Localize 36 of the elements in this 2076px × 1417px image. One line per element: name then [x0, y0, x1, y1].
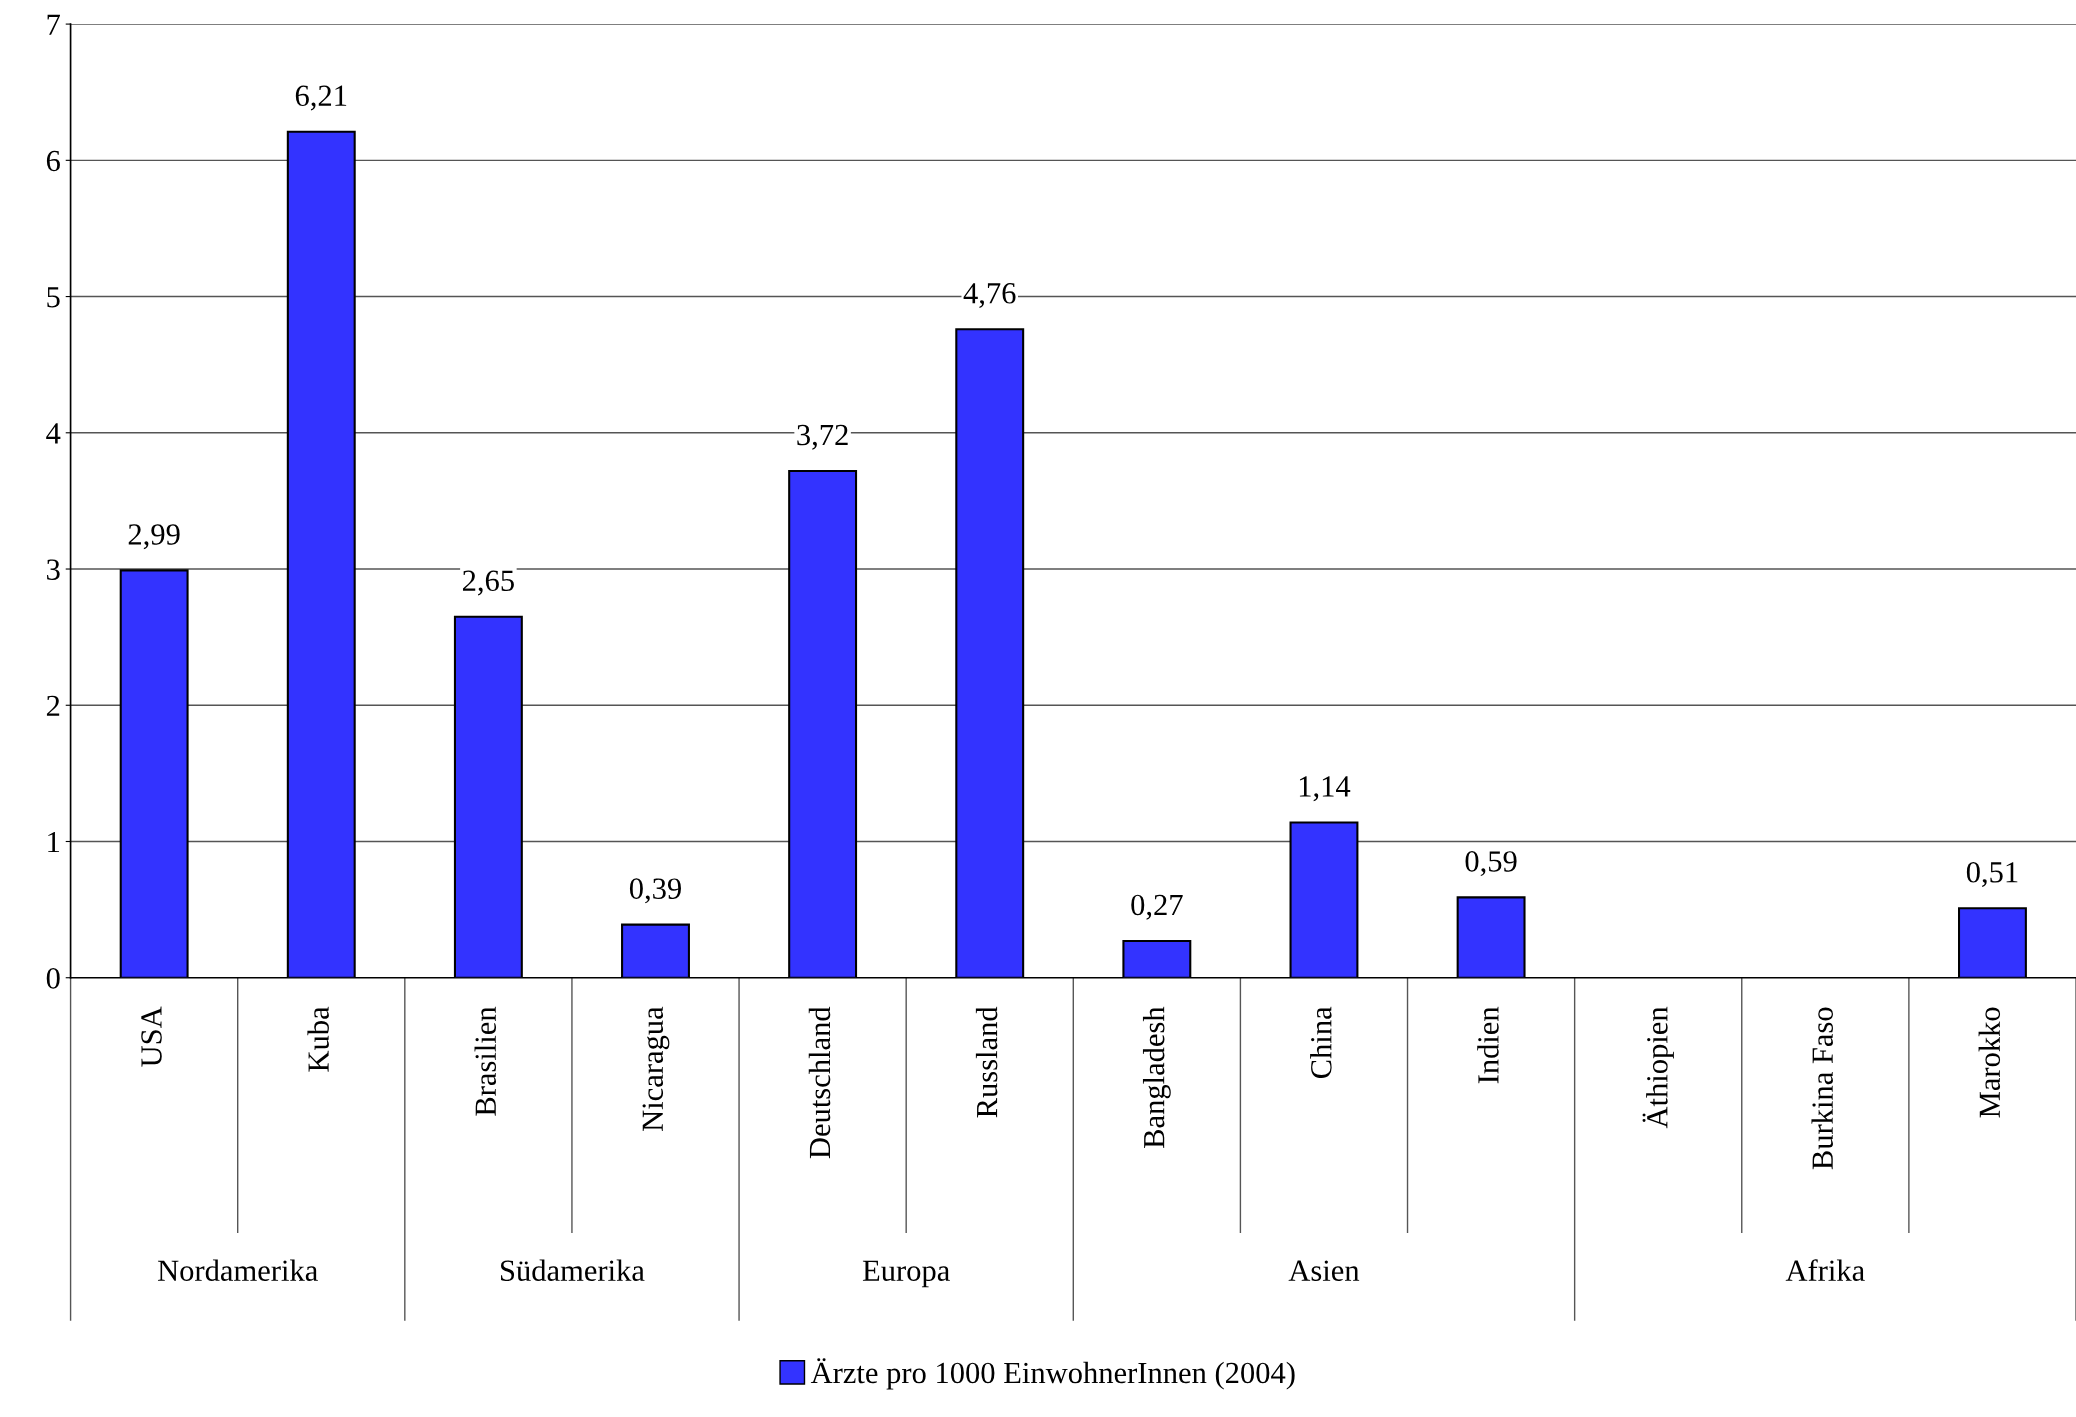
x-tick-label: Brasilien — [474, 1006, 497, 1116]
y-tick-label: 7 — [47, 14, 60, 35]
text: Nordamerika — [157, 1259, 318, 1282]
x-tick-label: Indien — [1477, 1006, 1499, 1084]
x-tick-label: Äthiopien — [1642, 1006, 1674, 1129]
x-tick-label: Deutschland — [808, 1006, 831, 1159]
x-tick-label: Marokko — [1978, 1007, 2001, 1118]
x-tick-label: Bangladesh — [1142, 1006, 1171, 1149]
data-label: 3,72 — [797, 424, 848, 450]
text: Afrika — [1785, 1259, 1865, 1282]
y-tick-label: 0 — [46, 968, 60, 989]
y-tick-label: 3 — [47, 559, 60, 580]
text: Europa — [862, 1260, 950, 1288]
legend-label: Ärzte pro 1000 EinwohnerInnen (2004) — [810, 1358, 1295, 1390]
y-tick-label: 4 — [46, 423, 61, 444]
data-label: 4,76 — [963, 283, 1016, 308]
y-tick-label: 6 — [46, 150, 60, 172]
y-tick-label: 2 — [46, 695, 60, 716]
data-label: 1,14 — [1299, 776, 1351, 802]
x-tick-label: Nicaragua — [642, 1006, 670, 1131]
data-label: 0,39 — [629, 878, 681, 904]
x-tick-label: Kuba — [307, 1006, 329, 1072]
data-label: 0,27 — [1131, 894, 1183, 920]
data-label: 6,21 — [295, 85, 347, 111]
data-label: 0,51 — [1966, 861, 2018, 887]
data-label: 2,65 — [462, 570, 514, 596]
text: Asien — [1288, 1260, 1360, 1282]
x-tick-label: China — [1310, 1006, 1332, 1079]
x-tick-label: Burkina Faso — [1811, 1007, 1833, 1170]
text: Südamerika — [501, 1259, 645, 1282]
y-tick-label: 1 — [48, 831, 60, 853]
x-tick-label: Russland — [975, 1006, 998, 1118]
data-label: 0,59 — [1465, 851, 1517, 877]
x-tick-label: USA — [141, 1006, 162, 1067]
y-tick-label: 5 — [47, 287, 60, 308]
data-label: 2,99 — [128, 524, 180, 550]
